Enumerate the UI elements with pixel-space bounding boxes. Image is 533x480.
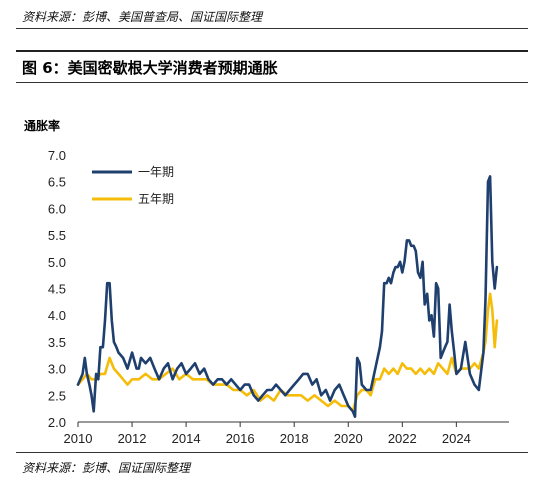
figure-title: 图 6：美国密歇根大学消费者预期通胀 [22,59,278,77]
top-divider [16,28,528,29]
y-tick-label: 4.0 [48,308,66,323]
y-tick-label: 4.5 [48,282,66,297]
x-tick-label: 2018 [280,431,309,446]
series-line-one-year [76,175,499,418]
legend-label-five-year: 五年期 [138,192,174,206]
legend-label-one-year: 一年期 [138,165,174,179]
x-tick-label: 2012 [118,431,147,446]
series-line-five-year [76,292,499,413]
title-divider-bottom [16,82,528,83]
source-note-bottom: 资料来源：彭博、国证国际整理 [22,461,191,475]
y-tick-label: 3.5 [48,335,66,350]
title-divider-top [16,50,528,52]
y-tick-label: 6.0 [48,201,66,216]
x-tick-label: 2016 [226,431,255,446]
series-group [76,175,499,418]
source-note-top: 资料来源：彭博、美国普查局、国证国际整理 [22,10,263,24]
footer-divider [16,452,528,453]
x-tick-label: 2024 [442,431,471,446]
axes: 2.0 2.5 3.0 3.5 4.0 4.5 5.0 5.5 6.0 6.5 7.0 2010 201… [48,148,509,446]
y-tick-label: 5.5 [48,228,66,243]
x-tick-label: 2010 [64,431,93,446]
y-tick-label: 2.5 [48,388,66,403]
y-tick-label: 3.0 [48,362,66,377]
y-tick-label: 7.0 [48,148,66,163]
x-tick-label: 2022 [388,431,417,446]
y-tick-label: 2.0 [48,415,66,430]
y-tick-label: 6.5 [48,175,66,190]
y-axis-label: 通胀率 [24,118,60,133]
y-tick-label: 5.0 [48,255,66,270]
x-tick-label: 2014 [172,431,201,446]
x-tick-label: 2020 [334,431,363,446]
